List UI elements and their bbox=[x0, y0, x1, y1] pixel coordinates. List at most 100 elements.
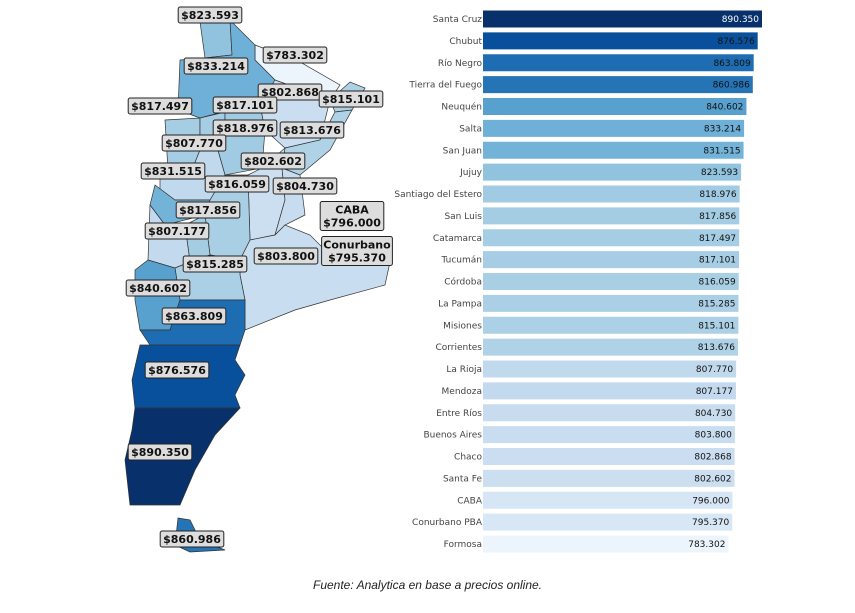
bar bbox=[483, 448, 735, 465]
map-label-box bbox=[204, 175, 270, 193]
category-label: Chubut bbox=[449, 37, 482, 47]
value-label: 813.676 bbox=[698, 343, 735, 353]
bar bbox=[483, 338, 738, 356]
bar bbox=[483, 273, 739, 290]
map-label: $831.515 bbox=[144, 165, 202, 178]
value-label: 804.730 bbox=[695, 409, 732, 419]
map-label: $795.370 bbox=[328, 252, 386, 265]
map-label-box bbox=[183, 57, 249, 75]
value-label: 802.868 bbox=[694, 453, 731, 463]
bar bbox=[483, 294, 739, 312]
value-label: 817.856 bbox=[699, 212, 736, 222]
value-label: 840.602 bbox=[706, 103, 743, 113]
bar bbox=[483, 185, 740, 203]
category-label: Tucumán bbox=[441, 256, 482, 266]
map-label-box bbox=[177, 6, 243, 24]
category-label: Jujuy bbox=[459, 168, 483, 178]
map-label: Conurbano bbox=[323, 239, 391, 252]
bar bbox=[483, 207, 740, 225]
caption: Fuente: Analytica en base a precios onli… bbox=[312, 578, 543, 592]
value-label: 795.370 bbox=[692, 518, 729, 528]
map-label: $807.770 bbox=[165, 137, 223, 150]
map-label-box bbox=[127, 443, 193, 461]
value-label: 815.101 bbox=[698, 321, 735, 331]
value-label: 863.809 bbox=[713, 59, 750, 69]
map-label: $816.059 bbox=[208, 178, 266, 191]
map-label-box bbox=[161, 134, 227, 152]
bar bbox=[483, 98, 747, 115]
category-label: La Rioja bbox=[446, 365, 482, 375]
map-label: $813.676 bbox=[283, 124, 341, 137]
map-label-box bbox=[253, 247, 319, 265]
map-label: $802.868 bbox=[261, 86, 319, 99]
category-label: Entre Ríos bbox=[436, 409, 482, 419]
map-label-box bbox=[140, 162, 206, 180]
map-label: $783.302 bbox=[266, 49, 324, 62]
map-label-box bbox=[127, 97, 193, 115]
bar-chart: Santa Cruz 890.350 Chubut 876.576 Río Negro 8… bbox=[394, 10, 762, 553]
category-label: Misiones bbox=[443, 321, 482, 331]
bar bbox=[483, 76, 753, 94]
bar bbox=[483, 32, 758, 50]
value-label: 890.350 bbox=[722, 15, 759, 25]
value-label: 817.497 bbox=[699, 234, 736, 244]
map-label: $860.986 bbox=[163, 533, 221, 546]
map-label: $815.285 bbox=[186, 258, 244, 271]
bar bbox=[483, 469, 735, 487]
map-label-box bbox=[212, 119, 278, 137]
map-label-box bbox=[321, 236, 393, 266]
bar bbox=[483, 10, 762, 28]
bar bbox=[483, 426, 735, 444]
category-label: Santa Cruz bbox=[433, 15, 483, 25]
value-label: 807.177 bbox=[696, 387, 733, 397]
category-label: Formosa bbox=[444, 540, 482, 550]
map-label-box bbox=[240, 152, 306, 170]
value-label: 783.302 bbox=[688, 540, 725, 550]
bar bbox=[483, 404, 736, 422]
argentina-map: $823.593 $783.302 $833.214 $802.868$815.101… bbox=[124, 6, 393, 553]
value-label: 860.986 bbox=[713, 81, 750, 91]
category-label: Río Negro bbox=[438, 59, 483, 69]
map-label: $802.602 bbox=[244, 155, 302, 168]
map-label-box bbox=[318, 90, 384, 108]
value-label: 802.602 bbox=[694, 474, 731, 484]
category-label: Buenos Aires bbox=[423, 431, 482, 441]
value-label: 803.800 bbox=[695, 431, 732, 441]
map-label-box bbox=[125, 279, 191, 297]
category-label: Mendoza bbox=[442, 387, 482, 397]
map-label: $823.593 bbox=[181, 9, 239, 22]
map-label-box bbox=[279, 121, 345, 139]
category-label: San Juan bbox=[443, 146, 482, 156]
category-label: Córdoba bbox=[444, 277, 482, 288]
bar bbox=[483, 119, 745, 137]
map-label-box bbox=[159, 530, 225, 548]
map-label: $876.576 bbox=[148, 364, 206, 377]
map-label: $804.730 bbox=[276, 180, 334, 193]
bar bbox=[483, 229, 740, 247]
category-label: Neuquén bbox=[441, 102, 482, 113]
map-label: $890.350 bbox=[131, 446, 189, 459]
map-label-box bbox=[175, 201, 241, 219]
map-label: $833.214 bbox=[187, 60, 245, 73]
value-label: 796.000 bbox=[692, 496, 729, 506]
map-label-box bbox=[144, 361, 210, 379]
category-label: Conurbano PBA bbox=[412, 518, 483, 528]
value-label: 807.770 bbox=[696, 365, 733, 375]
category-label: Santiago del Estero bbox=[394, 190, 482, 200]
bar bbox=[483, 513, 733, 531]
value-label: 876.576 bbox=[717, 37, 754, 47]
map-label: $840.602 bbox=[129, 282, 187, 295]
map-label-box bbox=[161, 307, 227, 325]
map-label-box bbox=[272, 177, 338, 195]
bar bbox=[483, 251, 740, 269]
bar bbox=[483, 163, 742, 181]
map-label: CABA bbox=[335, 204, 369, 217]
map-label: $817.856 bbox=[179, 204, 237, 217]
bar bbox=[483, 316, 739, 334]
bar bbox=[483, 382, 736, 400]
map-label-box bbox=[262, 46, 328, 64]
bar bbox=[483, 54, 754, 72]
map-label-box bbox=[212, 96, 278, 114]
map-label-box bbox=[144, 222, 210, 240]
map-label: $863.809 bbox=[165, 310, 223, 323]
